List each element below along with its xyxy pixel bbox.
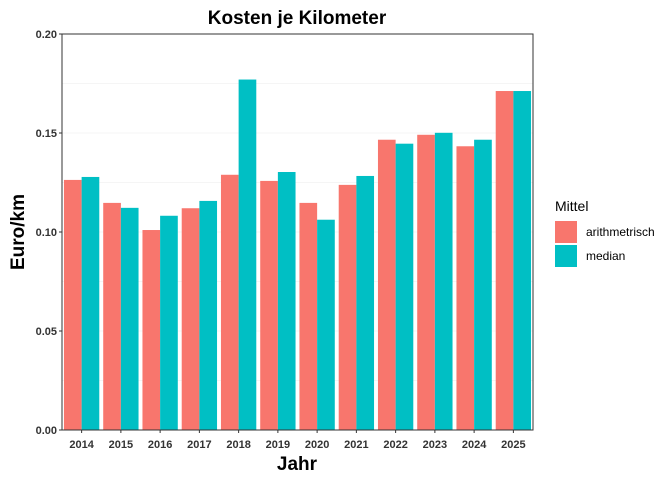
bar-arithmetrisch-2014 [63,179,82,430]
bar-arithmetrisch-2017 [181,208,200,430]
bar-median-2019 [277,172,296,431]
y-tick-label: 0.00 [36,425,57,437]
legend-label-arithmetrisch: arithmetrisch [586,225,655,239]
bar-median-2017 [199,200,218,430]
legend-label-median: median [586,249,625,263]
x-tick-label: 2020 [305,439,329,451]
bar-arithmetrisch-2023 [417,134,435,431]
x-tick-label: 2025 [501,439,525,451]
bar-median-2023 [434,132,453,430]
bar-arithmetrisch-2015 [103,202,121,430]
bar-median-2014 [81,176,100,430]
bar-arithmetrisch-2019 [260,180,278,430]
bar-median-2018 [238,79,257,430]
x-axis-title: Jahr [277,454,318,475]
bar-median-2020 [317,219,335,430]
bar-arithmetrisch-2022 [377,139,396,430]
x-tick-label: 2016 [148,439,172,451]
bar-median-2015 [120,207,139,430]
legend: Mittel arithmetrisch median [555,198,655,267]
bars-layer [63,79,532,431]
x-tick-label: 2014 [69,439,94,451]
y-tick-label: 0.05 [36,326,57,338]
y-axis-title: Euro/km [8,194,29,270]
y-axis: 0.00 0.05 0.10 0.15 0.20 [36,29,62,437]
x-tick-label: 2017 [187,439,211,451]
bar-median-2016 [160,215,178,430]
bar-arithmetrisch-2021 [338,184,357,430]
y-tick-label: 0.20 [36,29,57,41]
x-tick-label: 2022 [383,439,407,451]
y-tick-label: 0.15 [36,128,57,140]
x-tick-label: 2023 [423,439,447,451]
x-tick-label: 2019 [266,439,290,451]
chart-title: Kosten je Kilometer [208,8,387,29]
bar-arithmetrisch-2016 [142,230,161,430]
bar-arithmetrisch-2024 [456,146,475,431]
bar-arithmetrisch-2020 [299,202,318,430]
x-tick-label: 2015 [109,439,133,451]
legend-title: Mittel [555,198,588,214]
x-tick-label: 2021 [344,439,368,451]
bar-median-2025 [513,91,532,431]
legend-key-median [555,245,577,267]
bar-median-2022 [395,143,414,430]
bar-arithmetrisch-2025 [495,91,514,431]
x-axis: 2014 2015 2016 2017 2018 2019 2020 2021 2022 2023… [69,430,526,451]
legend-key-arithmetrisch [555,221,577,243]
bar-median-2024 [474,139,492,430]
y-tick-label: 0.10 [36,227,57,239]
bar-median-2021 [356,175,375,430]
x-tick-label: 2024 [462,439,487,451]
x-tick-label: 2018 [226,439,250,451]
bar-arithmetrisch-2018 [220,174,239,430]
